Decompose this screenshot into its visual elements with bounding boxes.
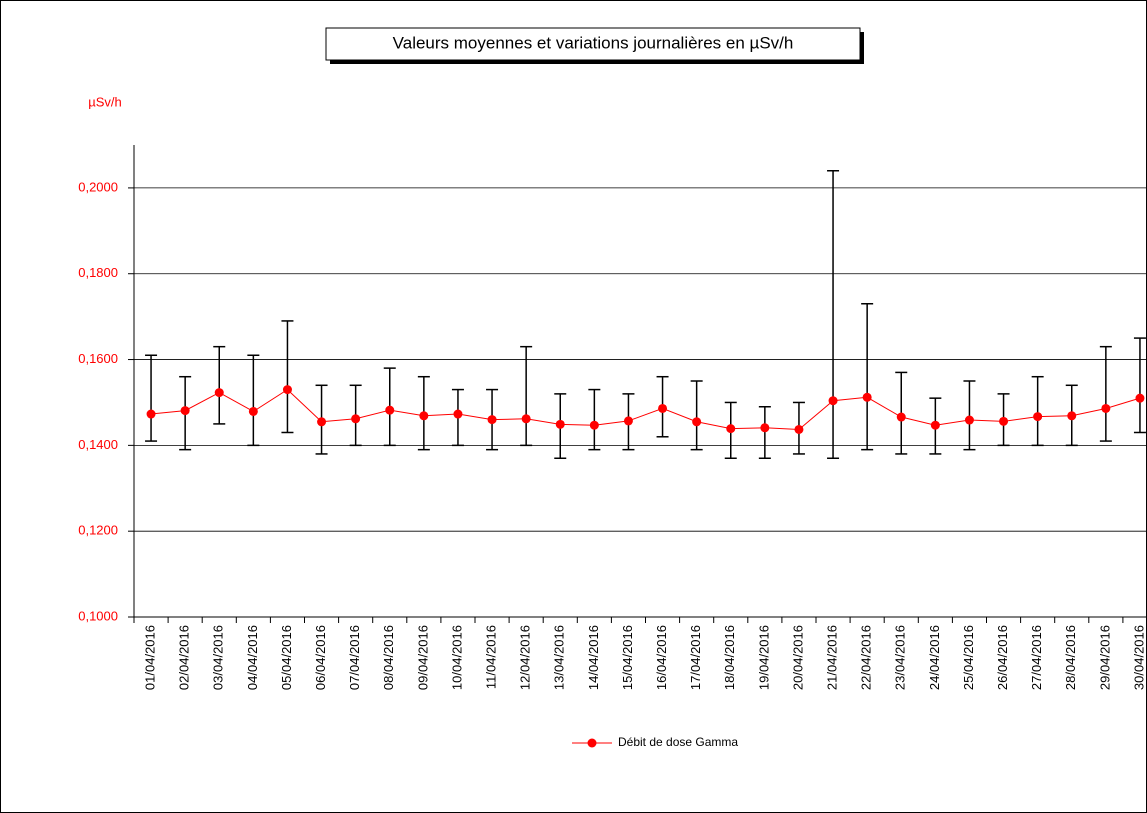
title-box <box>325 27 861 61</box>
data-point <box>1033 412 1043 422</box>
data-point <box>692 417 702 427</box>
data-point <box>862 392 872 402</box>
data-point <box>1135 393 1145 403</box>
data-point <box>385 405 395 415</box>
data-point <box>146 409 156 419</box>
data-point <box>760 423 770 433</box>
x-tick-label: 21/04/2016 <box>824 625 839 690</box>
x-tick-label: 05/04/2016 <box>279 625 294 690</box>
x-tick-label: 15/04/2016 <box>620 625 635 690</box>
data-point <box>794 424 804 434</box>
x-tick-label: 12/04/2016 <box>518 625 533 690</box>
y-tick-label: 0,1600 <box>78 351 118 366</box>
data-point <box>248 406 258 416</box>
data-point <box>317 417 327 427</box>
data-point <box>1101 403 1111 413</box>
x-tick-label: 03/04/2016 <box>211 625 226 690</box>
x-tick-label: 13/04/2016 <box>552 625 567 690</box>
x-tick-label: 29/04/2016 <box>1097 625 1112 690</box>
y-tick-label: 0,1200 <box>78 523 118 538</box>
x-tick-label: 22/04/2016 <box>859 625 874 690</box>
chart-title: Valeurs moyennes et variations journaliè… <box>393 33 794 52</box>
legend-marker <box>587 738 597 748</box>
x-tick-label: 26/04/2016 <box>995 625 1010 690</box>
x-tick-label: 23/04/2016 <box>893 625 908 690</box>
x-tick-label: 17/04/2016 <box>688 625 703 690</box>
data-point <box>999 416 1009 426</box>
y-tick-label: 0,1400 <box>78 437 118 452</box>
x-tick-label: 30/04/2016 <box>1131 625 1146 690</box>
data-point <box>726 424 736 434</box>
legend-label: Débit de dose Gamma <box>618 735 738 749</box>
data-point <box>930 420 940 430</box>
data-point <box>487 415 497 425</box>
data-point <box>453 409 463 419</box>
x-tick-label: 25/04/2016 <box>961 625 976 690</box>
data-point <box>180 406 190 416</box>
x-tick-label: 07/04/2016 <box>347 625 362 690</box>
data-point <box>351 414 361 424</box>
x-tick-label: 27/04/2016 <box>1029 625 1044 690</box>
data-point <box>282 385 292 395</box>
data-point <box>658 403 668 413</box>
x-tick-label: 24/04/2016 <box>927 625 942 690</box>
x-tick-label: 10/04/2016 <box>449 625 464 690</box>
x-tick-label: 18/04/2016 <box>722 625 737 690</box>
y-axis-label: µSv/h <box>88 94 122 109</box>
data-point <box>896 412 906 422</box>
data-point <box>623 416 633 426</box>
data-point <box>828 396 838 406</box>
x-tick-label: 16/04/2016 <box>654 625 669 690</box>
data-point <box>521 414 531 424</box>
x-tick-label: 20/04/2016 <box>790 625 805 690</box>
y-tick-label: 0,1000 <box>78 608 118 623</box>
x-tick-label: 14/04/2016 <box>586 625 601 690</box>
data-point <box>419 411 429 421</box>
series-line <box>150 388 1141 430</box>
x-tick-label: 02/04/2016 <box>177 625 192 690</box>
data-point <box>964 415 974 425</box>
x-tick-label: 08/04/2016 <box>381 625 396 690</box>
y-tick-label: 0,1800 <box>78 265 118 280</box>
x-tick-label: 01/04/2016 <box>142 625 157 690</box>
data-point <box>1067 411 1077 421</box>
x-tick-label: 28/04/2016 <box>1063 625 1078 690</box>
data-point <box>555 419 565 429</box>
y-tick-label: 0,2000 <box>78 179 118 194</box>
x-tick-label: 06/04/2016 <box>313 625 328 690</box>
x-tick-label: 19/04/2016 <box>756 625 771 690</box>
data-point <box>589 420 599 430</box>
data-point <box>214 388 224 398</box>
x-tick-label: 11/04/2016 <box>483 625 498 689</box>
x-tick-label: 04/04/2016 <box>245 625 260 690</box>
x-tick-label: 09/04/2016 <box>415 625 430 690</box>
